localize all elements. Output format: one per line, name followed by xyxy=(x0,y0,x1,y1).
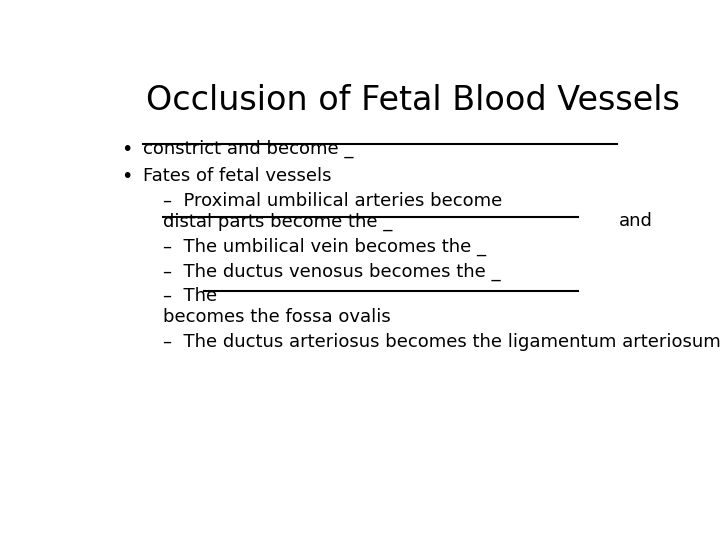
Text: –  Proximal umbilical arteries become: – Proximal umbilical arteries become xyxy=(163,192,502,210)
Text: distal parts become the _: distal parts become the _ xyxy=(163,212,392,231)
Text: –  The umbilical vein becomes the _: – The umbilical vein becomes the _ xyxy=(163,238,486,255)
Text: –  The: – The xyxy=(163,287,217,305)
Text: Occlusion of Fetal Blood Vessels: Occlusion of Fetal Blood Vessels xyxy=(145,84,680,117)
Text: •: • xyxy=(121,167,132,186)
Text: –  The ductus arteriosus becomes the ligamentum arteriosum: – The ductus arteriosus becomes the liga… xyxy=(163,333,720,351)
Text: becomes the fossa ovalis: becomes the fossa ovalis xyxy=(163,308,390,326)
Text: and: and xyxy=(619,212,653,231)
Text: Fates of fetal vessels: Fates of fetal vessels xyxy=(143,167,331,185)
Text: •: • xyxy=(121,140,132,159)
Text: constrict and become _: constrict and become _ xyxy=(143,140,354,158)
Text: –  The ductus venosus becomes the _: – The ductus venosus becomes the _ xyxy=(163,262,500,281)
